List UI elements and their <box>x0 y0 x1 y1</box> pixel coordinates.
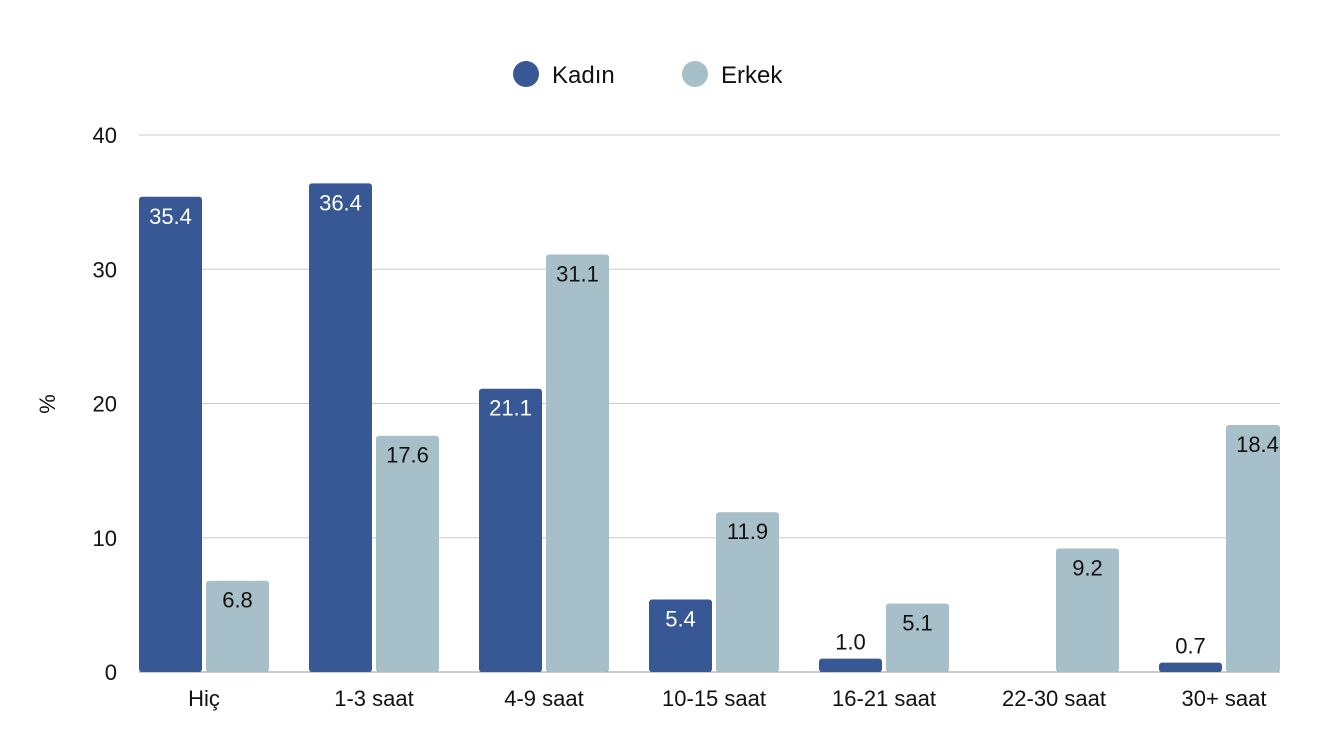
legend-label: Kadın <box>552 62 615 89</box>
data-label: 17.6 <box>386 443 429 468</box>
data-label: 36.4 <box>319 190 362 215</box>
bar-erkek <box>546 254 609 673</box>
data-label: 35.4 <box>149 204 192 229</box>
bar-kadın <box>649 599 712 672</box>
bar-erkek <box>886 603 949 672</box>
y-tick-label: 30 <box>93 257 117 282</box>
y-tick-label: 40 <box>93 123 117 148</box>
data-label: 0.7 <box>1175 634 1206 659</box>
x-tick-label: 22-30 saat <box>1002 686 1106 711</box>
bar-kadın <box>819 658 882 672</box>
data-label: 6.8 <box>222 588 253 613</box>
bar-erkek <box>206 580 269 672</box>
data-label: 11.9 <box>727 519 768 544</box>
legend: Kadın Erkek <box>513 61 783 89</box>
data-label: 18.4 <box>1236 432 1279 457</box>
x-tick-label: 16-21 saat <box>832 686 936 711</box>
data-label: 5.4 <box>665 607 696 632</box>
y-axis-label: % <box>35 394 60 414</box>
x-tick-label: 10-15 saat <box>662 686 766 711</box>
y-axis-ticks: 0 10 20 30 40 <box>93 123 117 685</box>
y-tick-label: 10 <box>93 526 117 551</box>
data-label: 21.1 <box>489 396 532 421</box>
bar-kadın <box>1159 662 1222 672</box>
legend-marker-erkek <box>682 61 708 87</box>
legend-label: Erkek <box>721 62 783 89</box>
data-label: 9.2 <box>1072 555 1103 580</box>
bar-kadın <box>139 196 202 672</box>
data-label: 31.1 <box>556 261 599 286</box>
x-tick-label: 1-3 saat <box>334 686 414 711</box>
bar-erkek <box>1226 424 1280 672</box>
x-tick-label: 4-9 saat <box>504 686 584 711</box>
bar-kadın <box>479 388 542 672</box>
x-tick-label: Hiç <box>188 686 220 711</box>
bars: 35.4 6.8 36.4 17.6 21.1 31.1 5.4 11.9 1.0 5.1 9.2 0… <box>139 183 1280 673</box>
y-tick-label: 20 <box>93 392 117 417</box>
data-label: 5.1 <box>902 611 933 636</box>
bar-kadın <box>309 183 372 672</box>
bar-erkek <box>716 512 779 672</box>
bar-erkek <box>1056 548 1119 672</box>
x-axis-ticks: Hiç 1-3 saat 4-9 saat 10-15 saat 16-21 saat 2… <box>188 686 1266 711</box>
bar-erkek <box>376 435 439 672</box>
data-label: 1.0 <box>835 630 866 655</box>
y-tick-label: 0 <box>105 660 117 685</box>
x-tick-label: 30+ saat <box>1181 686 1266 711</box>
legend-marker-kadın <box>513 61 539 87</box>
